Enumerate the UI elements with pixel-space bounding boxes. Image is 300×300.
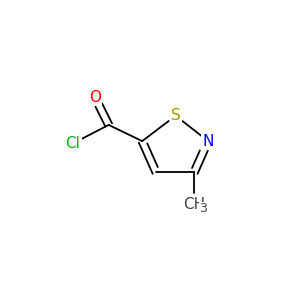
- Text: Cl: Cl: [65, 136, 80, 151]
- Text: 3: 3: [199, 202, 207, 215]
- Text: S: S: [171, 108, 181, 123]
- Text: O: O: [89, 90, 101, 105]
- Text: CH: CH: [183, 197, 205, 212]
- Text: N: N: [202, 134, 214, 148]
